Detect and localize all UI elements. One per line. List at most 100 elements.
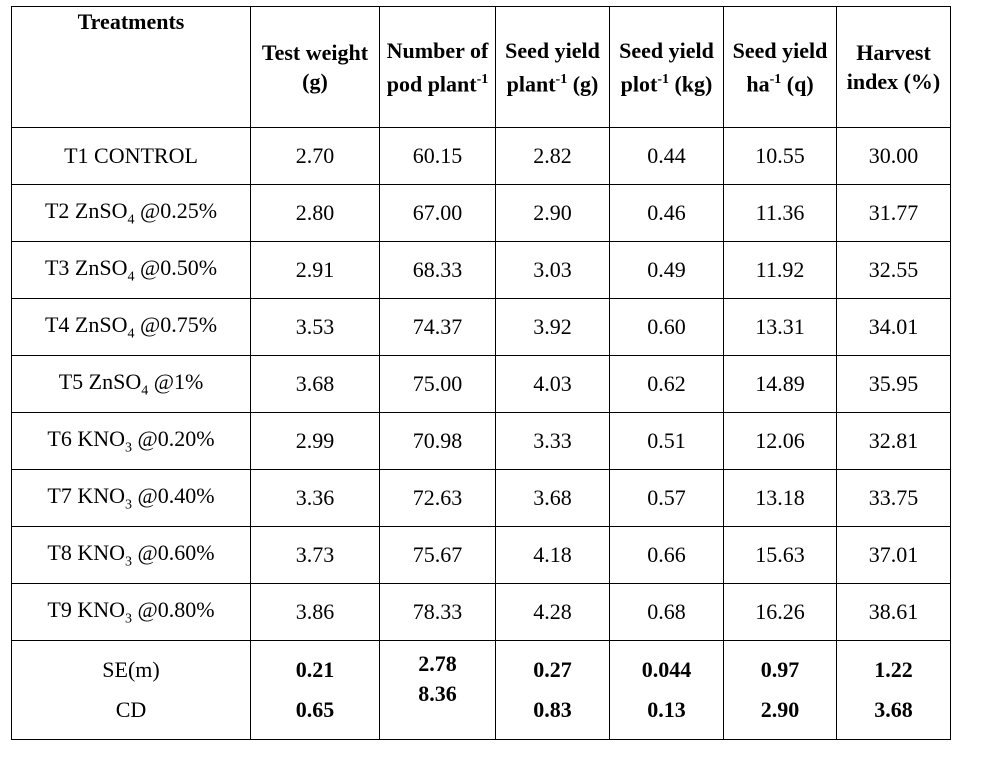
text: T7 KNO: [47, 482, 125, 508]
value-cell: 68.33: [379, 241, 496, 299]
stack: 0.21 0.65: [255, 657, 375, 723]
value-cell: 35.95: [836, 355, 951, 413]
subscript: 4: [141, 383, 149, 399]
stats-cell: 1.22 3.68: [836, 640, 951, 740]
stats-label-cell: SE(m) CD: [11, 640, 251, 740]
stats-label: CD: [115, 697, 147, 722]
data-row: T7 KNO3 @0.40% 3.36 72.63 3.68 0.57 13.18 33.7…: [11, 469, 951, 527]
data-row: T2 ZnSO4 @0.25% 2.80 67.00 2.90 0.46 11.36 31.…: [11, 184, 951, 242]
value-cell: 38.61: [836, 583, 951, 641]
value-cell: 0.68: [609, 583, 724, 641]
text: @0.80%: [137, 596, 215, 622]
text: @0.20%: [137, 425, 215, 451]
header-cell: Seed yield plant-1 (g): [495, 6, 610, 128]
data-row: T9 KNO3 @0.80% 3.86 78.33 4.28 0.68 16.26 38.6…: [11, 583, 951, 641]
text: T8 KNO: [47, 539, 125, 565]
value-cell: 2.70: [250, 127, 380, 185]
stats-cell: 0.97 2.90: [723, 640, 837, 740]
value-cell: 12.06: [723, 412, 837, 470]
treatment-cell: T9 KNO3 @0.80%: [11, 583, 251, 641]
subscript: 4: [127, 212, 135, 228]
stack: 2.78 8.36: [384, 651, 491, 707]
value-cell: 3.92: [495, 298, 610, 356]
value-cell: 37.01: [836, 526, 951, 584]
text: @0.40%: [137, 482, 215, 508]
text: @0.50%: [139, 254, 218, 280]
value-cell: 16.26: [723, 583, 837, 641]
value-cell: 0.57: [609, 469, 724, 527]
value-cell: 3.73: [250, 526, 380, 584]
subscript: 3: [125, 611, 132, 627]
text: (kg): [674, 71, 713, 97]
value-cell: 31.77: [836, 184, 951, 242]
text: @0.60%: [137, 539, 215, 565]
stats-label: SE(m): [102, 657, 160, 682]
data-row: T6 KNO3 @0.20% 2.99 70.98 3.33 0.51 12.06 32.8…: [11, 412, 951, 470]
stats-value: 0.21: [295, 657, 335, 682]
data-row: T3 ZnSO4 @0.50% 2.91 68.33 3.03 0.49 11.92 32.…: [11, 241, 951, 299]
subscript: 3: [125, 440, 132, 456]
treatment-cell: T3 ZnSO4 @0.50%: [11, 241, 251, 299]
value-cell: 32.55: [836, 241, 951, 299]
stats-value: 0.27: [533, 657, 572, 682]
text: Seed yield plant: [505, 37, 600, 97]
data-row: T4 ZnSO4 @0.75% 3.53 74.37 3.92 0.60 13.31 34.…: [11, 298, 951, 356]
stats-value: 2.90: [760, 697, 800, 722]
value-cell: 74.37: [379, 298, 496, 356]
text: T3 ZnSO: [44, 254, 128, 280]
stats-row: SE(m) CD 0.21 0.65 2.78 8.36 0.27 0.83 0.044 0.13…: [11, 640, 951, 740]
treatment-cell: T7 KNO3 @0.40%: [11, 469, 251, 527]
value-cell: 72.63: [379, 469, 496, 527]
value-cell: 4.03: [495, 355, 610, 413]
text: T9 KNO: [47, 596, 125, 622]
value-cell: 4.18: [495, 526, 610, 584]
text: Number of pod plant: [386, 37, 489, 97]
value-cell: 2.90: [495, 184, 610, 242]
value-cell: 75.00: [379, 355, 496, 413]
value-cell: 0.44: [609, 127, 724, 185]
value-cell: 0.51: [609, 412, 724, 470]
stats-cell: 2.78 8.36: [379, 640, 496, 740]
data-row: T5 ZnSO4 @1% 3.68 75.00 4.03 0.62 14.89 35.95: [11, 355, 951, 413]
value-cell: 3.36: [250, 469, 380, 527]
header-cell: Number of pod plant-1: [379, 6, 496, 128]
stats-value: 1.22: [874, 657, 913, 682]
superscript: -1: [555, 71, 568, 87]
value-cell: 3.53: [250, 298, 380, 356]
stats-value: 2.78: [418, 651, 457, 676]
value-cell: 60.15: [379, 127, 496, 185]
treatment-cell: T4 ZnSO4 @0.75%: [11, 298, 251, 356]
value-cell: 70.98: [379, 412, 496, 470]
value-cell: 3.33: [495, 412, 610, 470]
value-cell: 33.75: [836, 469, 951, 527]
text: T6 KNO: [47, 425, 125, 451]
text: T1 CONTROL: [64, 143, 198, 168]
value-cell: 2.80: [250, 184, 380, 242]
text: T2 ZnSO: [44, 197, 128, 223]
value-cell: 30.00: [836, 127, 951, 185]
value-cell: 2.91: [250, 241, 380, 299]
stats-value: 0.13: [647, 697, 686, 722]
text: (q): [786, 71, 814, 97]
text: @1%: [153, 368, 204, 394]
treatment-cell: T1 CONTROL: [11, 127, 251, 185]
treatment-cell: T5 ZnSO4 @1%: [11, 355, 251, 413]
stats-value: 0.83: [533, 697, 572, 722]
value-cell: 3.03: [495, 241, 610, 299]
stack: 0.97 2.90: [728, 657, 832, 723]
treatment-cell: T6 KNO3 @0.20%: [11, 412, 251, 470]
value-cell: 75.67: [379, 526, 496, 584]
value-cell: 0.49: [609, 241, 724, 299]
value-cell: 0.62: [609, 355, 724, 413]
treatment-cell: T8 KNO3 @0.60%: [11, 526, 251, 584]
results-table: Treatments Test weight (g) Number of pod p…: [11, 6, 951, 740]
stack: SE(m) CD: [16, 657, 246, 723]
value-cell: 2.99: [250, 412, 380, 470]
text: Harvest index (%): [846, 40, 941, 94]
text: Seed yield ha: [732, 37, 828, 97]
value-cell: 34.01: [836, 298, 951, 356]
header-cell: Treatments: [11, 6, 251, 128]
stats-value: 0.044: [641, 657, 692, 682]
value-cell: 11.92: [723, 241, 837, 299]
data-row: T8 KNO3 @0.60% 3.73 75.67 4.18 0.66 15.63 37.0…: [11, 526, 951, 584]
